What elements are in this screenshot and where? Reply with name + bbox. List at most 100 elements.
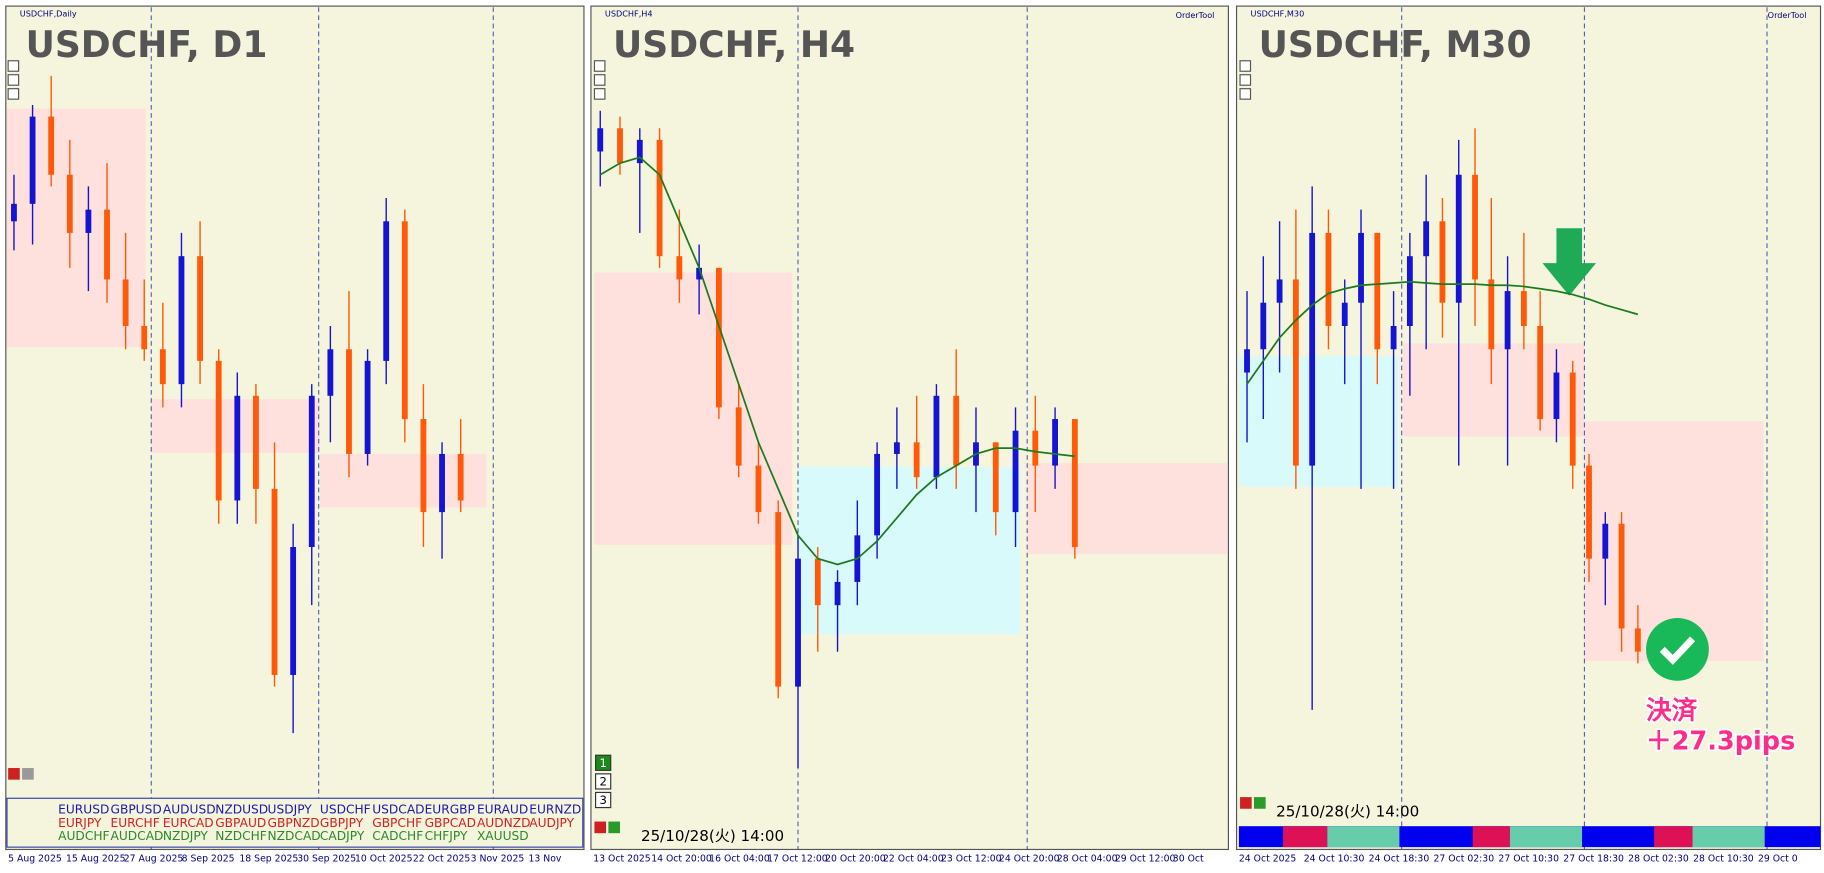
candle-body — [327, 349, 334, 396]
symbol-link[interactable]: GBPCHF — [372, 816, 422, 830]
symbol-link[interactable]: AUDCAD — [111, 829, 164, 843]
candle-body — [11, 203, 17, 222]
candle-body — [1602, 523, 1609, 559]
candle-body — [874, 453, 881, 536]
candle-body — [1586, 465, 1592, 559]
x-tick-label: 23 Oct 12:00 — [941, 853, 1002, 864]
x-tick-label: 5 Aug 2025 — [8, 853, 62, 864]
candle-body — [617, 128, 623, 164]
symbol-link[interactable]: CADCHF — [372, 829, 423, 843]
symbol-link[interactable]: AUDCHF — [58, 829, 109, 843]
candle-body — [1423, 221, 1430, 257]
symbol-link[interactable]: USDCAD — [372, 802, 424, 816]
candle-body — [1012, 430, 1019, 513]
x-tick-label: 13 Nov — [528, 853, 561, 864]
x-tick-label: 22 Oct 2025 — [413, 853, 471, 864]
candle-body — [1455, 174, 1462, 303]
candle-body — [290, 547, 297, 675]
x-tick-label: 15 Aug 2025 — [66, 853, 126, 864]
symbol-link[interactable]: USDJPY — [268, 802, 313, 816]
x-tick-label: 30 Oct — [1173, 853, 1204, 864]
symbol-link[interactable]: AUDJPY — [529, 816, 574, 830]
symbol-link[interactable]: NZDJPY — [163, 829, 209, 843]
symbol-link[interactable]: NZDCHF — [215, 829, 267, 843]
candle-body — [597, 128, 604, 152]
candle-body — [1488, 279, 1495, 350]
zone — [594, 272, 793, 545]
symbol-link[interactable]: USDCHF — [320, 802, 371, 816]
x-tick-label: 29 Oct 0 — [1758, 853, 1798, 864]
candle-body — [29, 116, 36, 204]
x-tick-label: 27 Aug 2025 — [124, 853, 184, 864]
x-tick-label: 28 Oct 04:00 — [1057, 853, 1118, 864]
candle-body — [1537, 325, 1544, 420]
tab-button-label: 1 — [599, 756, 606, 770]
symbol-link[interactable]: GBPCAD — [425, 816, 476, 830]
chart-subtitle: USDCHF,M30 — [1251, 9, 1305, 19]
x-tick-label: 20 Oct 20:00 — [825, 853, 886, 864]
symbol-link[interactable]: AUDNZD — [477, 816, 531, 830]
moving-average — [599, 156, 1075, 566]
symbol-link[interactable]: GBPUSD — [111, 802, 162, 816]
x-tick-label: 28 Oct 02:30 — [1628, 853, 1689, 864]
candle-body — [1406, 256, 1413, 326]
candle-body — [1032, 430, 1039, 466]
candle-body — [1052, 419, 1058, 466]
symbol-link[interactable]: GBPJPY — [320, 816, 364, 830]
symbol-link[interactable]: NZDUSD — [215, 802, 268, 816]
tab-button[interactable] — [595, 791, 612, 809]
symbol-link[interactable]: AUDUSD — [163, 802, 216, 816]
candle-body — [656, 139, 663, 257]
candle-body — [953, 395, 960, 466]
candle-body — [775, 512, 782, 687]
tab-button[interactable] — [595, 773, 612, 790]
chart-title: USDCHF, H4 — [613, 24, 855, 66]
candle-body — [1374, 232, 1381, 350]
symbol-link[interactable]: GBPAUD — [215, 816, 266, 830]
candle-body — [1504, 291, 1511, 350]
candle-body — [346, 349, 352, 454]
tab-button-label: 2 — [599, 774, 606, 788]
candle-body — [1260, 302, 1267, 350]
candle-body — [1276, 279, 1283, 303]
symbol-link[interactable]: GBPNZD — [268, 816, 320, 830]
candle-body — [1309, 232, 1316, 466]
candle-body — [66, 174, 73, 233]
tab-button[interactable] — [595, 754, 612, 771]
symbol-link[interactable]: CADJPY — [320, 829, 365, 843]
candle-body — [636, 139, 643, 164]
symbol-link[interactable]: EURUSD — [58, 802, 109, 816]
side-buttons[interactable] — [7, 60, 1266, 834]
symbol-link[interactable]: NZDCAD — [268, 829, 321, 843]
candle-body — [401, 221, 408, 420]
candle-body — [215, 360, 222, 501]
symbol-link[interactable]: XAUUSD — [477, 829, 529, 843]
x-tick-label: 10 Oct 2025 — [355, 853, 413, 864]
candle-body — [992, 442, 999, 513]
candle-body — [141, 325, 148, 350]
exit-pips: ＋27.3pips — [1646, 726, 1795, 756]
symbol-link[interactable]: EURCAD — [163, 816, 214, 830]
candle-body — [1634, 628, 1641, 652]
candle-body — [122, 279, 129, 326]
x-tick-label: 14 Oct 20:00 — [651, 853, 712, 864]
symbol-link[interactable]: EURJPY — [58, 816, 102, 830]
symbol-link[interactable]: CHFJPY — [425, 829, 468, 843]
symbol-link[interactable]: EURNZD — [529, 802, 581, 816]
x-tick-label: 8 Sep 2025 — [182, 853, 235, 864]
x-tick-label: 30 Sep 2025 — [297, 853, 356, 864]
symbol-link[interactable]: EURCHF — [111, 816, 160, 830]
symbol-link[interactable]: EURAUD — [477, 802, 528, 816]
candle-body — [1553, 372, 1560, 420]
candle-body — [197, 256, 203, 361]
candle-body — [1071, 419, 1078, 548]
chart-subtitle: USDCHF,Daily — [20, 9, 77, 19]
candle-body — [913, 442, 920, 478]
candle-body — [271, 488, 278, 675]
candle-body — [104, 209, 110, 280]
candle-body — [893, 442, 900, 454]
symbol-link[interactable]: EURGBP — [425, 802, 475, 816]
candle-body — [735, 407, 742, 466]
candle-body — [178, 256, 185, 385]
candle-body — [1325, 232, 1332, 326]
